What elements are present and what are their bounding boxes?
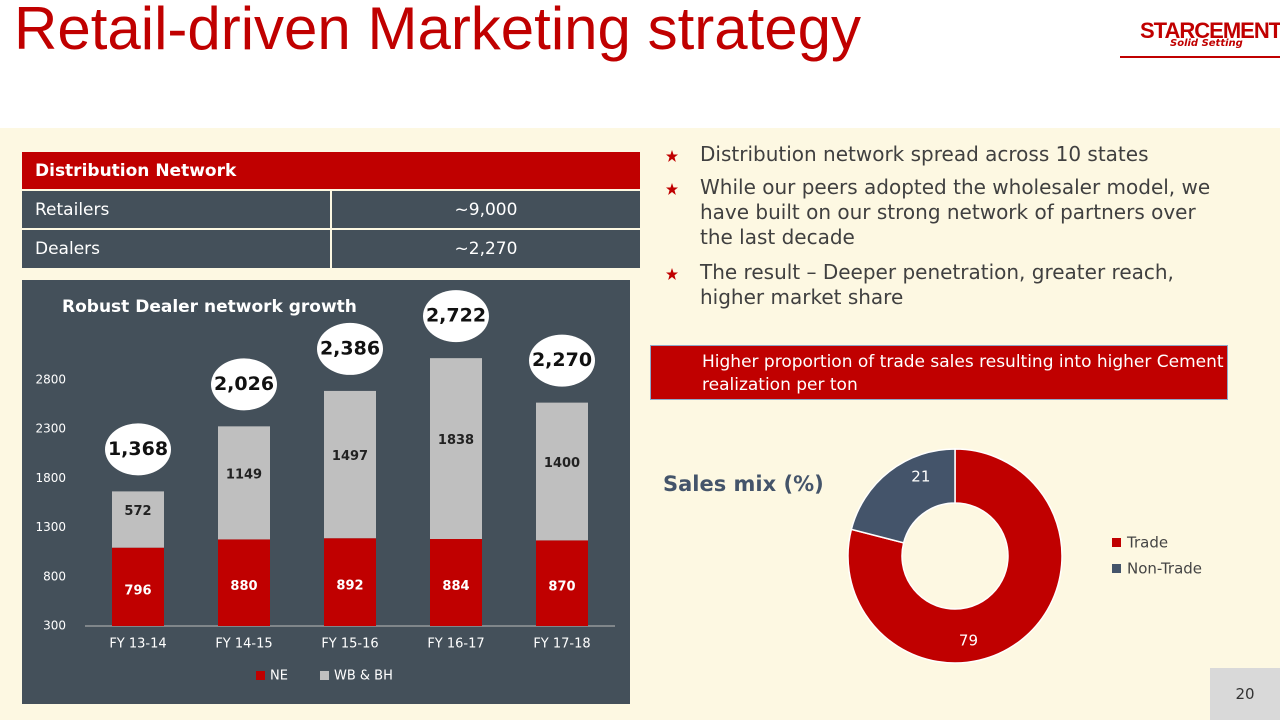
bullet-star (666, 183, 678, 195)
slice-label: 79 (959, 631, 978, 649)
y-tick-label: 1300 (35, 520, 66, 534)
legend-swatch (1112, 538, 1121, 547)
total-bubble (211, 358, 277, 411)
bar-segment (218, 426, 270, 540)
legend-swatch (1112, 564, 1121, 573)
legend-label: Trade (1126, 534, 1168, 552)
bullet-icons (666, 150, 678, 280)
bar-value-label: 1400 (544, 456, 580, 471)
x-tick-label: FY 14-15 (215, 637, 272, 652)
slide-title: Retail-driven Marketing strategy (14, 0, 862, 62)
bar-value-label: 572 (124, 504, 151, 519)
y-tick-label: 1800 (35, 471, 66, 485)
table-cell: Retailers (22, 191, 330, 228)
title-rule (1120, 56, 1280, 58)
bar-value-label: 880 (230, 579, 257, 594)
bar-segment (112, 547, 164, 626)
total-bubble (105, 423, 171, 476)
logo-text: CEMENT (1194, 18, 1280, 43)
bar-segment (218, 539, 270, 626)
total-label: 2,026 (214, 373, 274, 395)
donut-slice (847, 448, 1063, 664)
slice-label: 21 (911, 468, 930, 486)
x-tick-label: FY 15-16 (321, 637, 378, 652)
x-tick-label: FY 17-18 (533, 637, 590, 652)
table-header: Distribution Network (22, 152, 640, 189)
table-cell: ~9,000 (332, 191, 640, 228)
bar-segment (536, 540, 588, 626)
bar-value-label: 892 (336, 579, 363, 594)
callout: Higher proportion of trade sales resulti… (650, 345, 1228, 400)
bullet-text: The result – Deeper penetration, greater… (700, 260, 1174, 309)
bar-segment (324, 390, 376, 539)
total-bubble (529, 334, 595, 387)
bar-segment (324, 538, 376, 626)
logo: STARCEMENT (1140, 18, 1280, 44)
bar-segment (430, 358, 482, 540)
bar-value-label: 1149 (226, 467, 262, 482)
logo-text: STAR (1140, 18, 1195, 43)
y-tick-label: 2300 (35, 422, 66, 436)
y-tick-label: 300 (43, 619, 66, 633)
donut-slice (850, 448, 956, 544)
page-number: 20 (1210, 668, 1280, 720)
bar-value-label: 1838 (438, 433, 474, 448)
bar-segment (430, 539, 482, 626)
total-label: 2,270 (532, 349, 592, 371)
chart-title: Sales mix (%) (663, 472, 824, 496)
legend-swatch (256, 671, 265, 680)
table-cell: Dealers (22, 230, 330, 268)
table-cell: ~2,270 (332, 230, 640, 268)
bullet-star (666, 150, 678, 162)
bullet-text: Distribution network spread across 10 st… (700, 142, 1149, 166)
x-tick-label: FY 13-14 (109, 637, 166, 652)
legend-label: Non-Trade (1127, 560, 1202, 578)
total-bubble (317, 322, 383, 375)
y-tick-label: 800 (43, 569, 66, 583)
total-label: 2,722 (426, 305, 486, 327)
bar-value-label: 884 (442, 579, 469, 594)
legend-label: NE (270, 669, 288, 684)
bullet-text: While our peers adopted the wholesaler m… (700, 175, 1211, 249)
total-bubble (423, 290, 489, 343)
bar-value-label: 796 (124, 583, 151, 598)
x-tick-label: FY 16-17 (427, 637, 484, 652)
chart-title: Robust Dealer network growth (62, 297, 357, 317)
bar-value-label: 1497 (332, 449, 368, 464)
logo-tagline: Solid Setting (1170, 38, 1243, 49)
total-label: 1,368 (108, 438, 168, 460)
y-tick-label: 2800 (35, 373, 66, 387)
legend-swatch (320, 671, 329, 680)
bullet-star (666, 268, 678, 280)
bar-segment (112, 491, 164, 548)
total-label: 2,386 (320, 337, 380, 359)
bar-value-label: 870 (548, 580, 575, 595)
bar-segment (536, 402, 588, 541)
legend-label: WB & BH (334, 669, 393, 684)
